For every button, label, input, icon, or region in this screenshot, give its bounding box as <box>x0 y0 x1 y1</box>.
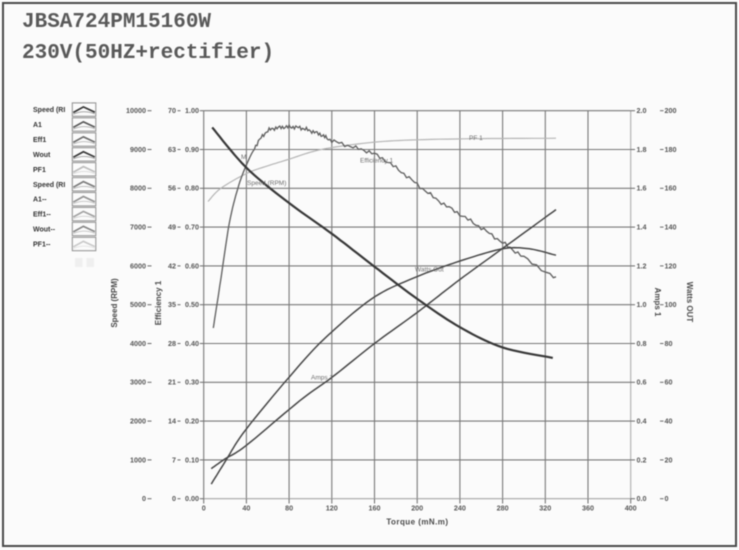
svg-text:Watts OUT: Watts OUT <box>685 282 694 323</box>
svg-text:0.70: 0.70 <box>185 223 199 232</box>
svg-text:Speed (RPM): Speed (RPM) <box>247 180 286 187</box>
svg-text:Amps 1: Amps 1 <box>311 375 333 382</box>
svg-text:320: 320 <box>539 504 551 513</box>
svg-text:100: 100 <box>665 300 677 309</box>
svg-text:1000: 1000 <box>130 455 146 464</box>
svg-text:Speed (RI: Speed (RI <box>33 182 65 189</box>
svg-text:63: 63 <box>168 145 176 154</box>
svg-text:0.40: 0.40 <box>185 339 199 348</box>
svg-text:0.4: 0.4 <box>637 417 647 426</box>
svg-text:40: 40 <box>665 417 673 426</box>
svg-text:56: 56 <box>168 184 176 193</box>
svg-text:1.6: 1.6 <box>637 184 647 193</box>
svg-text:80: 80 <box>665 339 673 348</box>
svg-text:1.8: 1.8 <box>637 145 647 154</box>
svg-text:240: 240 <box>454 504 466 513</box>
svg-text:0.90: 0.90 <box>185 145 199 154</box>
svg-text:360: 360 <box>582 504 594 513</box>
svg-text:0.2: 0.2 <box>637 455 647 464</box>
svg-text:200: 200 <box>665 106 677 115</box>
svg-text:35: 35 <box>168 300 176 309</box>
svg-text:3000: 3000 <box>130 378 146 387</box>
svg-text:PF1--: PF1-- <box>33 242 51 249</box>
svg-text:Amps 1: Amps 1 <box>653 288 662 317</box>
svg-text:Efficiency 1: Efficiency 1 <box>360 158 394 165</box>
svg-text:4000: 4000 <box>130 339 146 348</box>
svg-text:0: 0 <box>202 504 206 513</box>
svg-text:5000: 5000 <box>130 300 146 309</box>
svg-text:160: 160 <box>369 504 381 513</box>
svg-text:Efficiency 1: Efficiency 1 <box>154 280 163 325</box>
svg-text:0.10: 0.10 <box>185 455 199 464</box>
svg-text:0.60: 0.60 <box>185 261 199 270</box>
svg-text:140: 140 <box>665 223 677 232</box>
svg-text:1.2: 1.2 <box>637 261 647 270</box>
svg-text:2.0: 2.0 <box>637 106 647 115</box>
svg-text:280: 280 <box>497 504 509 513</box>
svg-text:Torque (mN.m): Torque (mN.m) <box>386 518 448 527</box>
svg-text:Wout: Wout <box>33 152 51 159</box>
svg-text:14: 14 <box>168 417 176 426</box>
svg-text:40: 40 <box>242 504 250 513</box>
svg-text:400: 400 <box>625 504 637 513</box>
svg-text:Eff1: Eff1 <box>33 137 46 144</box>
svg-text:0.80: 0.80 <box>185 184 199 193</box>
svg-text:28: 28 <box>168 339 176 348</box>
svg-text:70: 70 <box>168 106 176 115</box>
svg-text:0.20: 0.20 <box>185 417 199 426</box>
svg-text:120: 120 <box>326 504 338 513</box>
svg-text:10000: 10000 <box>126 106 146 115</box>
svg-text:0.6: 0.6 <box>637 378 647 387</box>
svg-text:49: 49 <box>168 223 176 232</box>
svg-text:80: 80 <box>285 504 293 513</box>
svg-text:0.8: 0.8 <box>637 339 647 348</box>
svg-text:120: 120 <box>665 261 677 270</box>
svg-text:A1: A1 <box>33 122 42 129</box>
svg-text:1.0: 1.0 <box>637 300 647 309</box>
svg-text:160: 160 <box>665 184 677 193</box>
svg-text:Wout--: Wout-- <box>33 227 56 234</box>
svg-text:200: 200 <box>411 504 423 513</box>
svg-text:0.00: 0.00 <box>185 494 199 503</box>
svg-text:Eff1--: Eff1-- <box>33 212 52 219</box>
svg-text:60: 60 <box>665 378 673 387</box>
svg-text:PF1: PF1 <box>33 167 46 174</box>
svg-text:180: 180 <box>665 145 677 154</box>
svg-text:1.4: 1.4 <box>637 223 647 232</box>
svg-text:0: 0 <box>142 494 146 503</box>
svg-text:7: 7 <box>172 455 176 464</box>
svg-text:Speed (RPM): Speed (RPM) <box>110 278 119 328</box>
svg-text:2000: 2000 <box>130 417 146 426</box>
svg-text:0: 0 <box>665 494 669 503</box>
svg-text:8000: 8000 <box>130 184 146 193</box>
svg-text:PF 1: PF 1 <box>469 135 483 142</box>
svg-text:Speed (RI: Speed (RI <box>33 107 65 114</box>
svg-text:20: 20 <box>665 455 673 464</box>
svg-text:M: M <box>241 154 246 161</box>
svg-text:1.00: 1.00 <box>185 106 199 115</box>
svg-text:42: 42 <box>168 261 176 270</box>
svg-text:A1--: A1-- <box>33 197 47 204</box>
svg-text:0.0: 0.0 <box>637 494 647 503</box>
svg-text:7000: 7000 <box>130 223 146 232</box>
svg-text:0.50: 0.50 <box>185 300 199 309</box>
svg-text:21: 21 <box>168 378 176 387</box>
svg-text:9000: 9000 <box>130 145 146 154</box>
svg-text:0.30: 0.30 <box>185 378 199 387</box>
svg-text:0: 0 <box>172 494 176 503</box>
svg-text:6000: 6000 <box>130 261 146 270</box>
svg-text:Watts Out: Watts Out <box>415 267 444 274</box>
